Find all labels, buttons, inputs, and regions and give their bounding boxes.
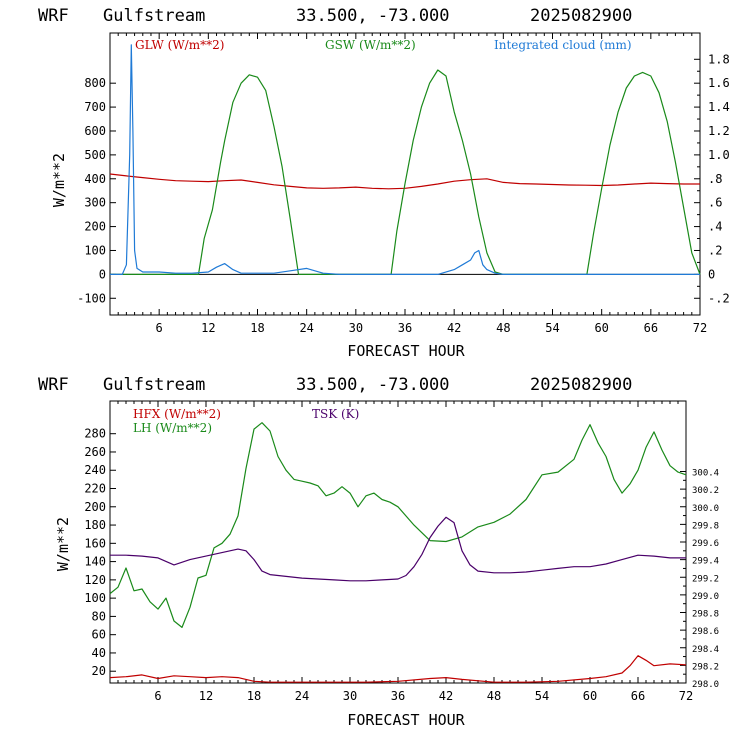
x-axis-label: FORECAST HOUR	[347, 342, 465, 360]
x-tick-label-2: 36	[391, 689, 405, 703]
series-line-tsk-2	[110, 516, 686, 582]
y2-tick-label-2: 298.2	[692, 662, 719, 672]
x-tick-label-2: 66	[631, 689, 645, 703]
y2-tick-label: 1.4	[708, 100, 730, 114]
y-tick-label-2: 280	[84, 427, 106, 441]
y2-tick-label: .6	[708, 196, 722, 210]
y-tick-label: 700	[84, 100, 106, 114]
y2-tick-label: .2	[708, 243, 722, 257]
y2-tick-label: 1.2	[708, 124, 730, 138]
y-tick-label-2: 80	[92, 609, 106, 623]
x-tick-label: 42	[447, 321, 461, 335]
y2-tick-label: 1.6	[708, 76, 730, 90]
x-tick-label-2: 6	[154, 689, 161, 703]
x-tick-label: 48	[496, 321, 510, 335]
x-tick-label-2: 42	[439, 689, 453, 703]
y-tick-label-2: 200	[84, 500, 106, 514]
legend-tsk: TSK (K)	[312, 407, 359, 421]
y2-tick-label-2: 299.4	[692, 557, 719, 567]
y-tick-label: 200	[84, 220, 106, 234]
x-tick-label: 30	[349, 321, 363, 335]
x-tick-label-2: 12	[199, 689, 213, 703]
y2-tick-label-2: 299.2	[692, 574, 719, 584]
y-tick-label-2: 60	[92, 628, 106, 642]
y-tick-label-2: 160	[84, 536, 106, 550]
x-tick-label-2: 24	[295, 689, 309, 703]
y2-tick-label-2: 300.2	[692, 486, 719, 496]
y2-tick-label-2: 299.6	[692, 539, 719, 549]
header-location: Gulfstream	[103, 6, 205, 26]
y-tick-label-2: 260	[84, 445, 106, 459]
y-tick-label-2: 40	[92, 646, 106, 660]
legend-glw: GLW (W/m**2)	[135, 38, 224, 52]
header-init-time-2: 2025082900	[530, 375, 632, 395]
y2-tick-label: 0	[708, 267, 715, 281]
header-model-2: WRF	[38, 375, 69, 395]
header-model: WRF	[38, 6, 69, 26]
y-tick-label: 100	[84, 243, 106, 257]
series-line-integrated	[110, 44, 700, 275]
y-tick-label: 500	[84, 148, 106, 162]
header-location-2: Gulfstream	[103, 375, 205, 395]
series-line-lh-2	[109, 422, 687, 629]
x-tick-label: 66	[644, 321, 658, 335]
x-tick-label: 60	[594, 321, 608, 335]
y-tick-label: 800	[84, 76, 106, 90]
y2-tick-label-2: 300.0	[692, 504, 719, 514]
x-axis-label-2: FORECAST HOUR	[347, 711, 465, 729]
y-tick-label-2: 120	[84, 573, 106, 587]
header-coords: 33.500, -73.000	[296, 6, 450, 26]
y2-tick-label-2: 298.4	[692, 645, 719, 655]
x-tick-label: 18	[250, 321, 264, 335]
y-tick-label-2: 240	[84, 463, 106, 477]
y-tick-label: 0	[99, 267, 106, 281]
y-tick-label: -100	[77, 291, 106, 305]
x-tick-label-2: 30	[343, 689, 357, 703]
y2-tick-label-2: 299.8	[692, 521, 719, 531]
y2-tick-label-2: 298.0	[692, 680, 719, 690]
header-init-time: 2025082900	[530, 6, 632, 26]
x-tick-label: 54	[545, 321, 559, 335]
y2-tick-label: -.2	[708, 291, 730, 305]
y2-tick-label: 1.0	[708, 148, 730, 162]
legend-gsw: GSW (W/m**2)	[325, 38, 416, 52]
header-coords-2: 33.500, -73.000	[296, 375, 450, 395]
x-tick-label-2: 72	[679, 689, 693, 703]
y-tick-label: 600	[84, 124, 106, 138]
y-axis-label: W/m**2	[50, 153, 68, 207]
y2-tick-label: .4	[708, 220, 722, 234]
y-axis-label-2: W/m**2	[54, 517, 72, 571]
x-tick-label: 24	[299, 321, 313, 335]
legend-lh: LH (W/m**2)	[133, 421, 212, 435]
y2-tick-label-2: 298.8	[692, 610, 719, 620]
x-tick-label-2: 60	[583, 689, 597, 703]
y2-tick-label: .8	[708, 172, 722, 186]
x-tick-label-2: 54	[535, 689, 549, 703]
series-line-gsw	[110, 69, 701, 275]
y-tick-label-2: 100	[84, 591, 106, 605]
y-tick-label-2: 220	[84, 482, 106, 496]
legend-integrated-cloud: Integrated cloud (mm)	[494, 38, 632, 52]
plot-frame-2	[109, 400, 687, 684]
x-tick-label-2: 18	[247, 689, 261, 703]
x-tick-label: 36	[398, 321, 412, 335]
y-tick-label-2: 140	[84, 555, 106, 569]
y-tick-label-2: 20	[92, 664, 106, 678]
y-tick-label: 300	[84, 196, 106, 210]
x-tick-label: 72	[693, 321, 707, 335]
x-tick-label: 6	[156, 321, 163, 335]
y-tick-label: 400	[84, 172, 106, 186]
y2-tick-label-2: 298.6	[692, 627, 719, 637]
y2-tick-label-2: 299.0	[692, 592, 719, 602]
y2-tick-label-2: 300.4	[692, 469, 719, 479]
y2-tick-label: 1.8	[708, 52, 730, 66]
legend-hfx: HFX (W/m**2)	[133, 407, 221, 421]
y-tick-label-2: 180	[84, 518, 106, 532]
x-tick-label: 12	[201, 321, 215, 335]
series-line-hfx-2	[109, 655, 687, 683]
x-tick-label-2: 48	[487, 689, 501, 703]
